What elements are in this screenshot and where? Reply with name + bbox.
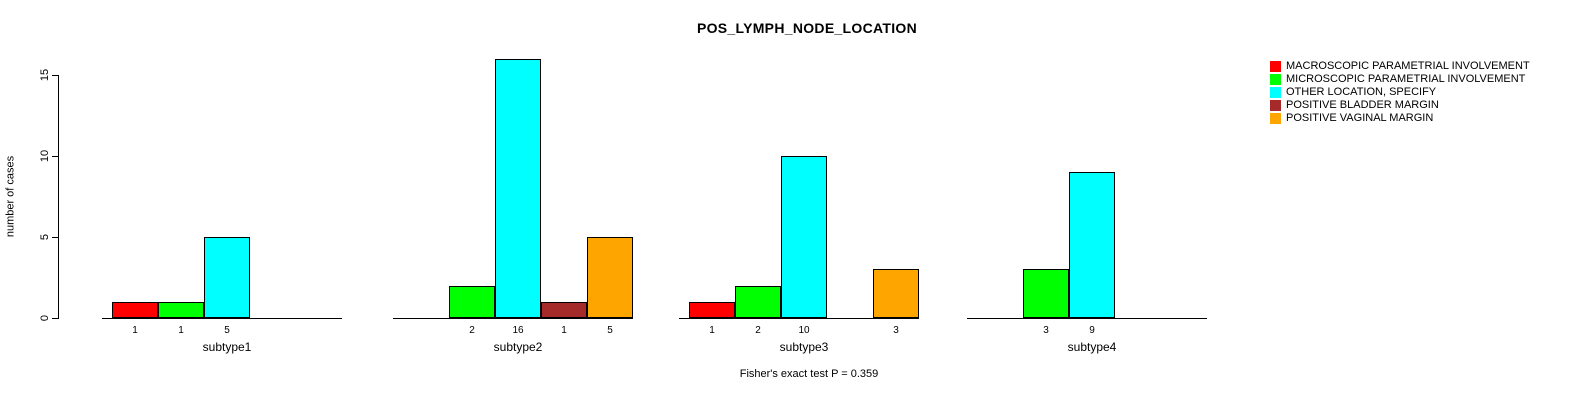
bar bbox=[689, 302, 735, 318]
bar bbox=[1023, 269, 1069, 318]
legend-swatch bbox=[1270, 87, 1281, 98]
bar-value-label: 3 bbox=[1043, 325, 1049, 336]
y-axis bbox=[58, 75, 59, 319]
bar bbox=[495, 59, 541, 318]
bar-value-label: 2 bbox=[755, 325, 761, 336]
y-axis-label: number of cases bbox=[4, 155, 17, 238]
legend-label: MICROSCOPIC PARAMETRIAL INVOLVEMENT bbox=[1286, 73, 1526, 85]
bar bbox=[449, 286, 495, 318]
bar bbox=[587, 237, 633, 318]
x-axis-baseline bbox=[393, 318, 633, 319]
bar-value-label: 9 bbox=[1089, 325, 1095, 336]
category-label: subtype4 bbox=[1067, 340, 1117, 354]
legend-item: OTHER LOCATION, SPECIFY bbox=[1270, 87, 1530, 98]
bar bbox=[204, 237, 250, 318]
y-tick-label: 10 bbox=[39, 149, 51, 163]
bar-group-subtype2: 2 16 1 5 subtype2 bbox=[393, 0, 633, 360]
bar-value-label: 16 bbox=[512, 325, 524, 336]
bar-value-label: 5 bbox=[607, 325, 613, 336]
legend-item: POSITIVE BLADDER MARGIN bbox=[1270, 100, 1530, 111]
legend-swatch bbox=[1270, 74, 1281, 85]
legend-item: MACROSCOPIC PARAMETRIAL INVOLVEMENT bbox=[1270, 61, 1530, 72]
bar bbox=[781, 156, 827, 318]
y-tick-mark bbox=[52, 155, 58, 157]
bar bbox=[541, 302, 587, 318]
bar-group-subtype4: 3 9 subtype4 bbox=[967, 0, 1207, 360]
legend-label: POSITIVE BLADDER MARGIN bbox=[1286, 99, 1439, 111]
category-label: subtype1 bbox=[202, 340, 252, 354]
legend: MACROSCOPIC PARAMETRIAL INVOLVEMENT MICRO… bbox=[1270, 61, 1530, 126]
legend-item: POSITIVE VAGINAL MARGIN bbox=[1270, 113, 1530, 124]
legend-label: POSITIVE VAGINAL MARGIN bbox=[1286, 112, 1434, 124]
legend-item: MICROSCOPIC PARAMETRIAL INVOLVEMENT bbox=[1270, 74, 1530, 85]
fisher-test-caption: Fisher's exact test P = 0.359 bbox=[739, 368, 879, 380]
y-tick-mark bbox=[52, 74, 58, 76]
bar-value-label: 1 bbox=[178, 325, 184, 336]
y-tick-mark bbox=[52, 236, 58, 238]
legend-label: OTHER LOCATION, SPECIFY bbox=[1286, 86, 1437, 98]
bar-group-subtype3: 1 2 10 3 subtype3 bbox=[679, 0, 919, 360]
x-axis-baseline bbox=[102, 318, 342, 319]
bar bbox=[158, 302, 204, 318]
bar-value-label: 5 bbox=[224, 325, 230, 336]
bar bbox=[1069, 172, 1115, 318]
legend-swatch bbox=[1270, 100, 1281, 111]
category-label: subtype2 bbox=[493, 340, 543, 354]
x-axis-baseline bbox=[967, 318, 1207, 319]
bar-value-label: 1 bbox=[709, 325, 715, 336]
y-tick-mark bbox=[52, 317, 58, 319]
bar-value-label: 1 bbox=[561, 325, 567, 336]
bar-value-label: 2 bbox=[469, 325, 475, 336]
y-tick-label: 5 bbox=[39, 233, 51, 241]
bar-value-label: 3 bbox=[893, 325, 899, 336]
bar-value-label: 10 bbox=[798, 325, 810, 336]
bar bbox=[112, 302, 158, 318]
category-label: subtype3 bbox=[779, 340, 829, 354]
x-axis-baseline bbox=[679, 318, 919, 319]
chart-title: POS_LYMPH_NODE_LOCATION bbox=[696, 20, 918, 36]
bar bbox=[873, 269, 919, 318]
legend-swatch bbox=[1270, 113, 1281, 124]
y-tick-label: 15 bbox=[39, 68, 51, 82]
legend-label: MACROSCOPIC PARAMETRIAL INVOLVEMENT bbox=[1286, 60, 1530, 72]
y-tick-label: 0 bbox=[39, 314, 51, 322]
bar-value-label: 1 bbox=[132, 325, 138, 336]
bar-group-subtype1: 1 1 5 subtype1 bbox=[102, 0, 342, 360]
legend-swatch bbox=[1270, 61, 1281, 72]
bar bbox=[735, 286, 781, 318]
